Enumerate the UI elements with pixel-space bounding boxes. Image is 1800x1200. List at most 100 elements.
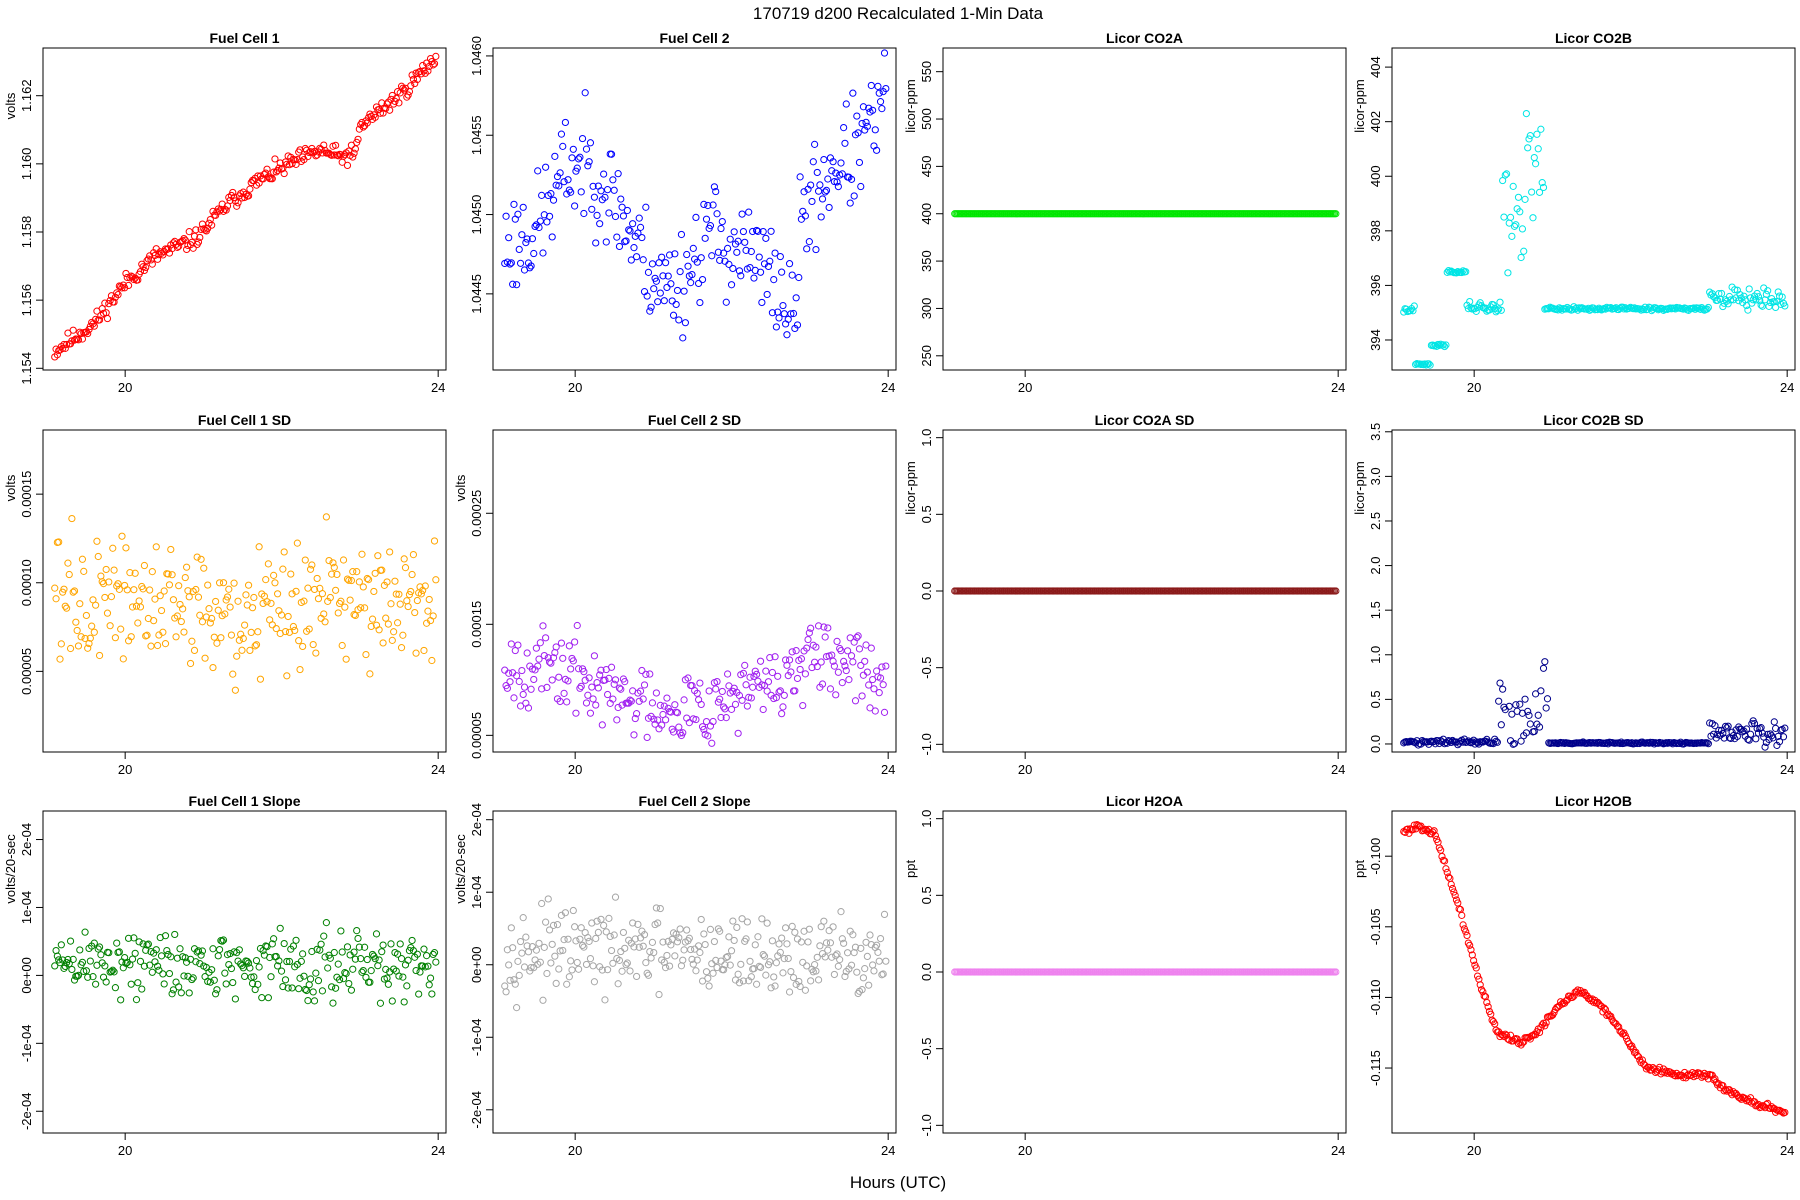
- data-point: [332, 141, 340, 149]
- data-point: [113, 939, 121, 947]
- data-point: [185, 989, 193, 997]
- data-point: [812, 967, 820, 975]
- points-co2bsd: [1400, 658, 1789, 751]
- data-point: [1534, 145, 1542, 153]
- data-point: [701, 940, 709, 949]
- data-point: [708, 739, 716, 747]
- data-point: [633, 710, 641, 718]
- data-point: [577, 924, 585, 932]
- data-point: [874, 82, 882, 90]
- data-point: [296, 665, 304, 674]
- data-point: [607, 150, 616, 158]
- data-point: [593, 679, 601, 687]
- data-point: [341, 603, 349, 611]
- data-point: [625, 226, 633, 234]
- data-point: [1468, 305, 1476, 313]
- y-tick-label: -2e-04: [469, 1091, 484, 1129]
- data-point: [374, 962, 382, 970]
- data-point: [69, 588, 77, 596]
- y-tick-label: -2e-04: [19, 1092, 34, 1130]
- data-point: [85, 639, 93, 648]
- data-point: [262, 576, 270, 584]
- data-point: [1463, 738, 1471, 746]
- data-point: [169, 986, 178, 994]
- data-point: [589, 695, 597, 703]
- data-point: [840, 939, 848, 947]
- data-point: [855, 158, 864, 167]
- data-point: [766, 654, 774, 662]
- data-point: [524, 948, 533, 956]
- data-point: [363, 955, 371, 964]
- data-point: [527, 262, 535, 270]
- data-point: [755, 253, 763, 261]
- data-point: [1446, 874, 1454, 882]
- data-point: [198, 618, 207, 626]
- data-point: [1728, 728, 1736, 736]
- data-point: [223, 593, 232, 601]
- data-point: [778, 710, 786, 718]
- data-point: [322, 513, 330, 521]
- data-point: [878, 105, 886, 113]
- data-point: [1525, 711, 1533, 719]
- data-point: [1537, 687, 1545, 695]
- data-point: [850, 638, 858, 646]
- data-point: [669, 728, 678, 736]
- data-point: [430, 949, 439, 957]
- data-point: [208, 966, 216, 974]
- data-point: [850, 949, 858, 957]
- data-point: [766, 257, 774, 265]
- y-tick-label: -1e-04: [19, 1025, 34, 1063]
- data-point: [762, 234, 770, 242]
- data-point: [248, 979, 257, 988]
- data-point: [878, 971, 886, 979]
- data-point: [122, 959, 130, 967]
- data-point: [775, 940, 783, 948]
- data-point: [737, 960, 745, 968]
- data-point: [364, 576, 373, 584]
- data-point: [833, 950, 841, 958]
- data-point: [793, 321, 802, 329]
- data-point: [235, 636, 243, 644]
- y-tick-label: 400: [919, 203, 934, 225]
- data-point: [692, 715, 700, 724]
- y-tick-label: -1.0: [919, 733, 934, 755]
- y-axis-label: volts: [3, 474, 18, 501]
- data-point: [539, 622, 547, 630]
- data-point: [859, 103, 868, 111]
- data-point: [540, 943, 548, 951]
- data-point: [830, 662, 839, 670]
- data-point: [778, 268, 786, 276]
- data-point: [788, 271, 796, 279]
- data-point: [714, 248, 722, 256]
- data-point: [527, 685, 535, 693]
- data-point: [250, 973, 258, 981]
- data-point: [735, 267, 744, 275]
- data-point: [283, 160, 291, 168]
- data-point: [368, 615, 377, 623]
- data-point: [660, 958, 668, 966]
- data-point: [638, 666, 646, 675]
- data-point: [854, 632, 862, 640]
- data-point: [209, 945, 217, 953]
- data-point: [1675, 739, 1683, 748]
- data-point: [90, 939, 98, 947]
- data-point: [227, 631, 236, 639]
- data-point: [1506, 213, 1515, 221]
- data-point: [69, 326, 77, 334]
- data-point: [804, 635, 812, 644]
- data-point: [180, 234, 188, 243]
- data-point: [505, 961, 513, 969]
- data-point: [712, 187, 720, 196]
- data-point: [745, 208, 753, 216]
- data-point: [640, 931, 649, 939]
- data-point: [568, 966, 576, 974]
- data-point: [626, 696, 634, 704]
- data-point: [871, 707, 879, 715]
- data-point: [222, 206, 230, 214]
- data-point: [144, 940, 152, 948]
- y-axis-label: ppt: [1352, 860, 1367, 878]
- plot-frame: [492, 429, 897, 753]
- data-point: [675, 934, 683, 942]
- y-tick-label: 1.156: [19, 284, 34, 317]
